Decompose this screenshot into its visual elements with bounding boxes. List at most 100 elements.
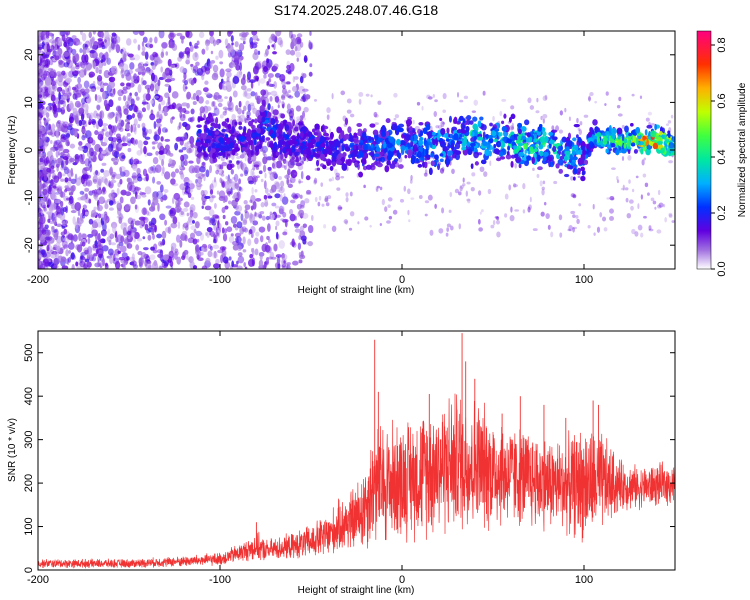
spectrogram-noise-blob [142, 131, 147, 138]
spectrogram-noise-blob [100, 168, 105, 173]
spectrogram-noise-blob [133, 38, 137, 44]
spectrogram-faint-blob [293, 172, 298, 176]
spectrogram-signal-blob [577, 136, 582, 143]
spectrogram-noise-blob [96, 204, 103, 212]
spectrogram-noise-blob [262, 164, 267, 173]
spectrogram-noise-blob [210, 50, 214, 55]
spectrogram-noise-blob [68, 85, 71, 93]
spectrogram-faint-blob [386, 220, 391, 224]
spectrogram-noise-blob [98, 152, 104, 161]
spectrogram-noise-blob [63, 51, 70, 57]
spectrogram-noise-blob [164, 92, 170, 99]
spectrogram-faint-blob [442, 109, 447, 113]
spectrogram-noise-blob [65, 88, 69, 95]
spectrogram-faint-blob [509, 125, 514, 131]
spectrogram-faint-blob [536, 97, 539, 103]
spectrogram-noise-blob [141, 194, 147, 198]
spectrogram-noise-blob [265, 156, 269, 162]
spectrogram-signal-blob [587, 131, 593, 138]
spectrogram-signal-blob [210, 126, 214, 131]
spectrogram-signal-blob [303, 153, 307, 162]
spectrogram-noise-blob [44, 58, 51, 67]
spectrogram-signal-blob [446, 150, 453, 157]
spectrogram-noise-blob [303, 57, 308, 62]
spectrogram-noise-blob [179, 112, 183, 119]
spectrogram-faint-blob [616, 104, 621, 109]
spectrogram-faint-blob [377, 100, 382, 105]
spectrogram-signal-blob [229, 134, 235, 141]
spectrogram-noise-blob [67, 91, 72, 96]
spectrogram-noise-blob [144, 51, 149, 60]
spectrogram-noise-blob [178, 149, 184, 153]
spectrogram-noise-blob [43, 133, 47, 141]
spectrogram-noise-blob [45, 119, 49, 124]
spectrogram-noise-blob [258, 226, 266, 233]
spectrogram-faint-blob [416, 101, 421, 106]
spectrogram-noise-blob [89, 38, 94, 42]
spectrogram-noise-blob [62, 121, 69, 128]
spectrogram-faint-blob [558, 214, 563, 221]
spectrogram-noise-blob [78, 141, 83, 146]
spectrogram-noise-blob [95, 66, 99, 74]
spectrogram-noise-blob [132, 165, 138, 171]
spectrogram-noise-blob [126, 177, 131, 183]
spectrogram-signal-blob [474, 161, 479, 166]
spectrogram-noise-blob [194, 165, 201, 174]
spectrogram-noise-blob [110, 139, 114, 149]
spectrogram-noise-blob [267, 223, 271, 232]
spectrogram-noise-blob [205, 257, 211, 264]
spectrogram-noise-blob [56, 157, 63, 163]
spectrogram-noise-blob [113, 151, 120, 159]
spectrogram-faint-blob [224, 108, 228, 113]
spectrogram-noise-blob [56, 245, 61, 253]
spectrogram-noise-blob [283, 260, 286, 264]
spectrogram-noise-blob [88, 218, 94, 225]
spectrogram-noise-blob [121, 74, 125, 79]
spectrogram-noise-blob [299, 75, 304, 84]
spectrogram-faint-blob [433, 110, 438, 118]
spectrogram-noise-blob [55, 134, 60, 139]
spectrogram-signal-blob [472, 123, 478, 130]
spectrogram-faint-blob [634, 231, 639, 237]
spectrogram-noise-blob [139, 31, 145, 36]
spectrogram-noise-blob [190, 79, 195, 86]
spectrogram-noise-blob [231, 61, 236, 68]
spectrogram-noise-blob [156, 111, 160, 118]
spectrogram-noise-blob [190, 225, 197, 231]
spectrogram-faint-blob [504, 213, 508, 218]
spectrogram-noise-blob [236, 160, 241, 164]
spectrogram-faint-blob [589, 92, 594, 97]
spectrogram-noise-blob [254, 212, 259, 218]
spectrogram-signal-blob [573, 167, 578, 175]
spectrogram-signal-blob [627, 149, 631, 154]
spectrogram-noise-blob [52, 184, 58, 189]
spectrogram-noise-blob [61, 240, 68, 248]
spectrogram-noise-blob [296, 57, 300, 62]
spectrogram-noise-blob [119, 127, 124, 132]
spectrogram-signal-blob [375, 146, 381, 152]
spectrogram-noise-blob [195, 178, 198, 184]
spectrogram-signal-blob [615, 149, 620, 156]
spectrogram-noise-blob [50, 68, 55, 78]
spectrogram-noise-blob [218, 81, 223, 90]
spectrogram-noise-blob [143, 146, 147, 155]
spectrogram-faint-blob [326, 114, 330, 120]
spectrogram-noise-blob [170, 222, 178, 229]
spectrogram-noise-blob [92, 151, 97, 156]
spectrogram-noise-blob [224, 180, 231, 190]
spectrogram-noise-blob [279, 193, 283, 202]
spectrogram-noise-blob [130, 156, 134, 163]
spectrogram-noise-blob [116, 125, 122, 132]
spectrogram-noise-blob [75, 177, 82, 186]
spectrogram-noise-blob [240, 213, 244, 222]
spectrogram-noise-blob [209, 189, 214, 195]
spectrogram-faint-blob [599, 212, 603, 218]
spectrogram-noise-blob [111, 224, 117, 234]
spectrogram-faint-blob [277, 189, 281, 193]
spectrogram-noise-blob [193, 65, 199, 72]
spectrogram-noise-blob [201, 265, 208, 269]
spectrogram-noise-blob [82, 67, 87, 73]
spectrogram-faint-blob [657, 204, 662, 209]
spectrogram-faint-blob [283, 193, 286, 197]
spectrogram-noise-blob [81, 128, 87, 134]
